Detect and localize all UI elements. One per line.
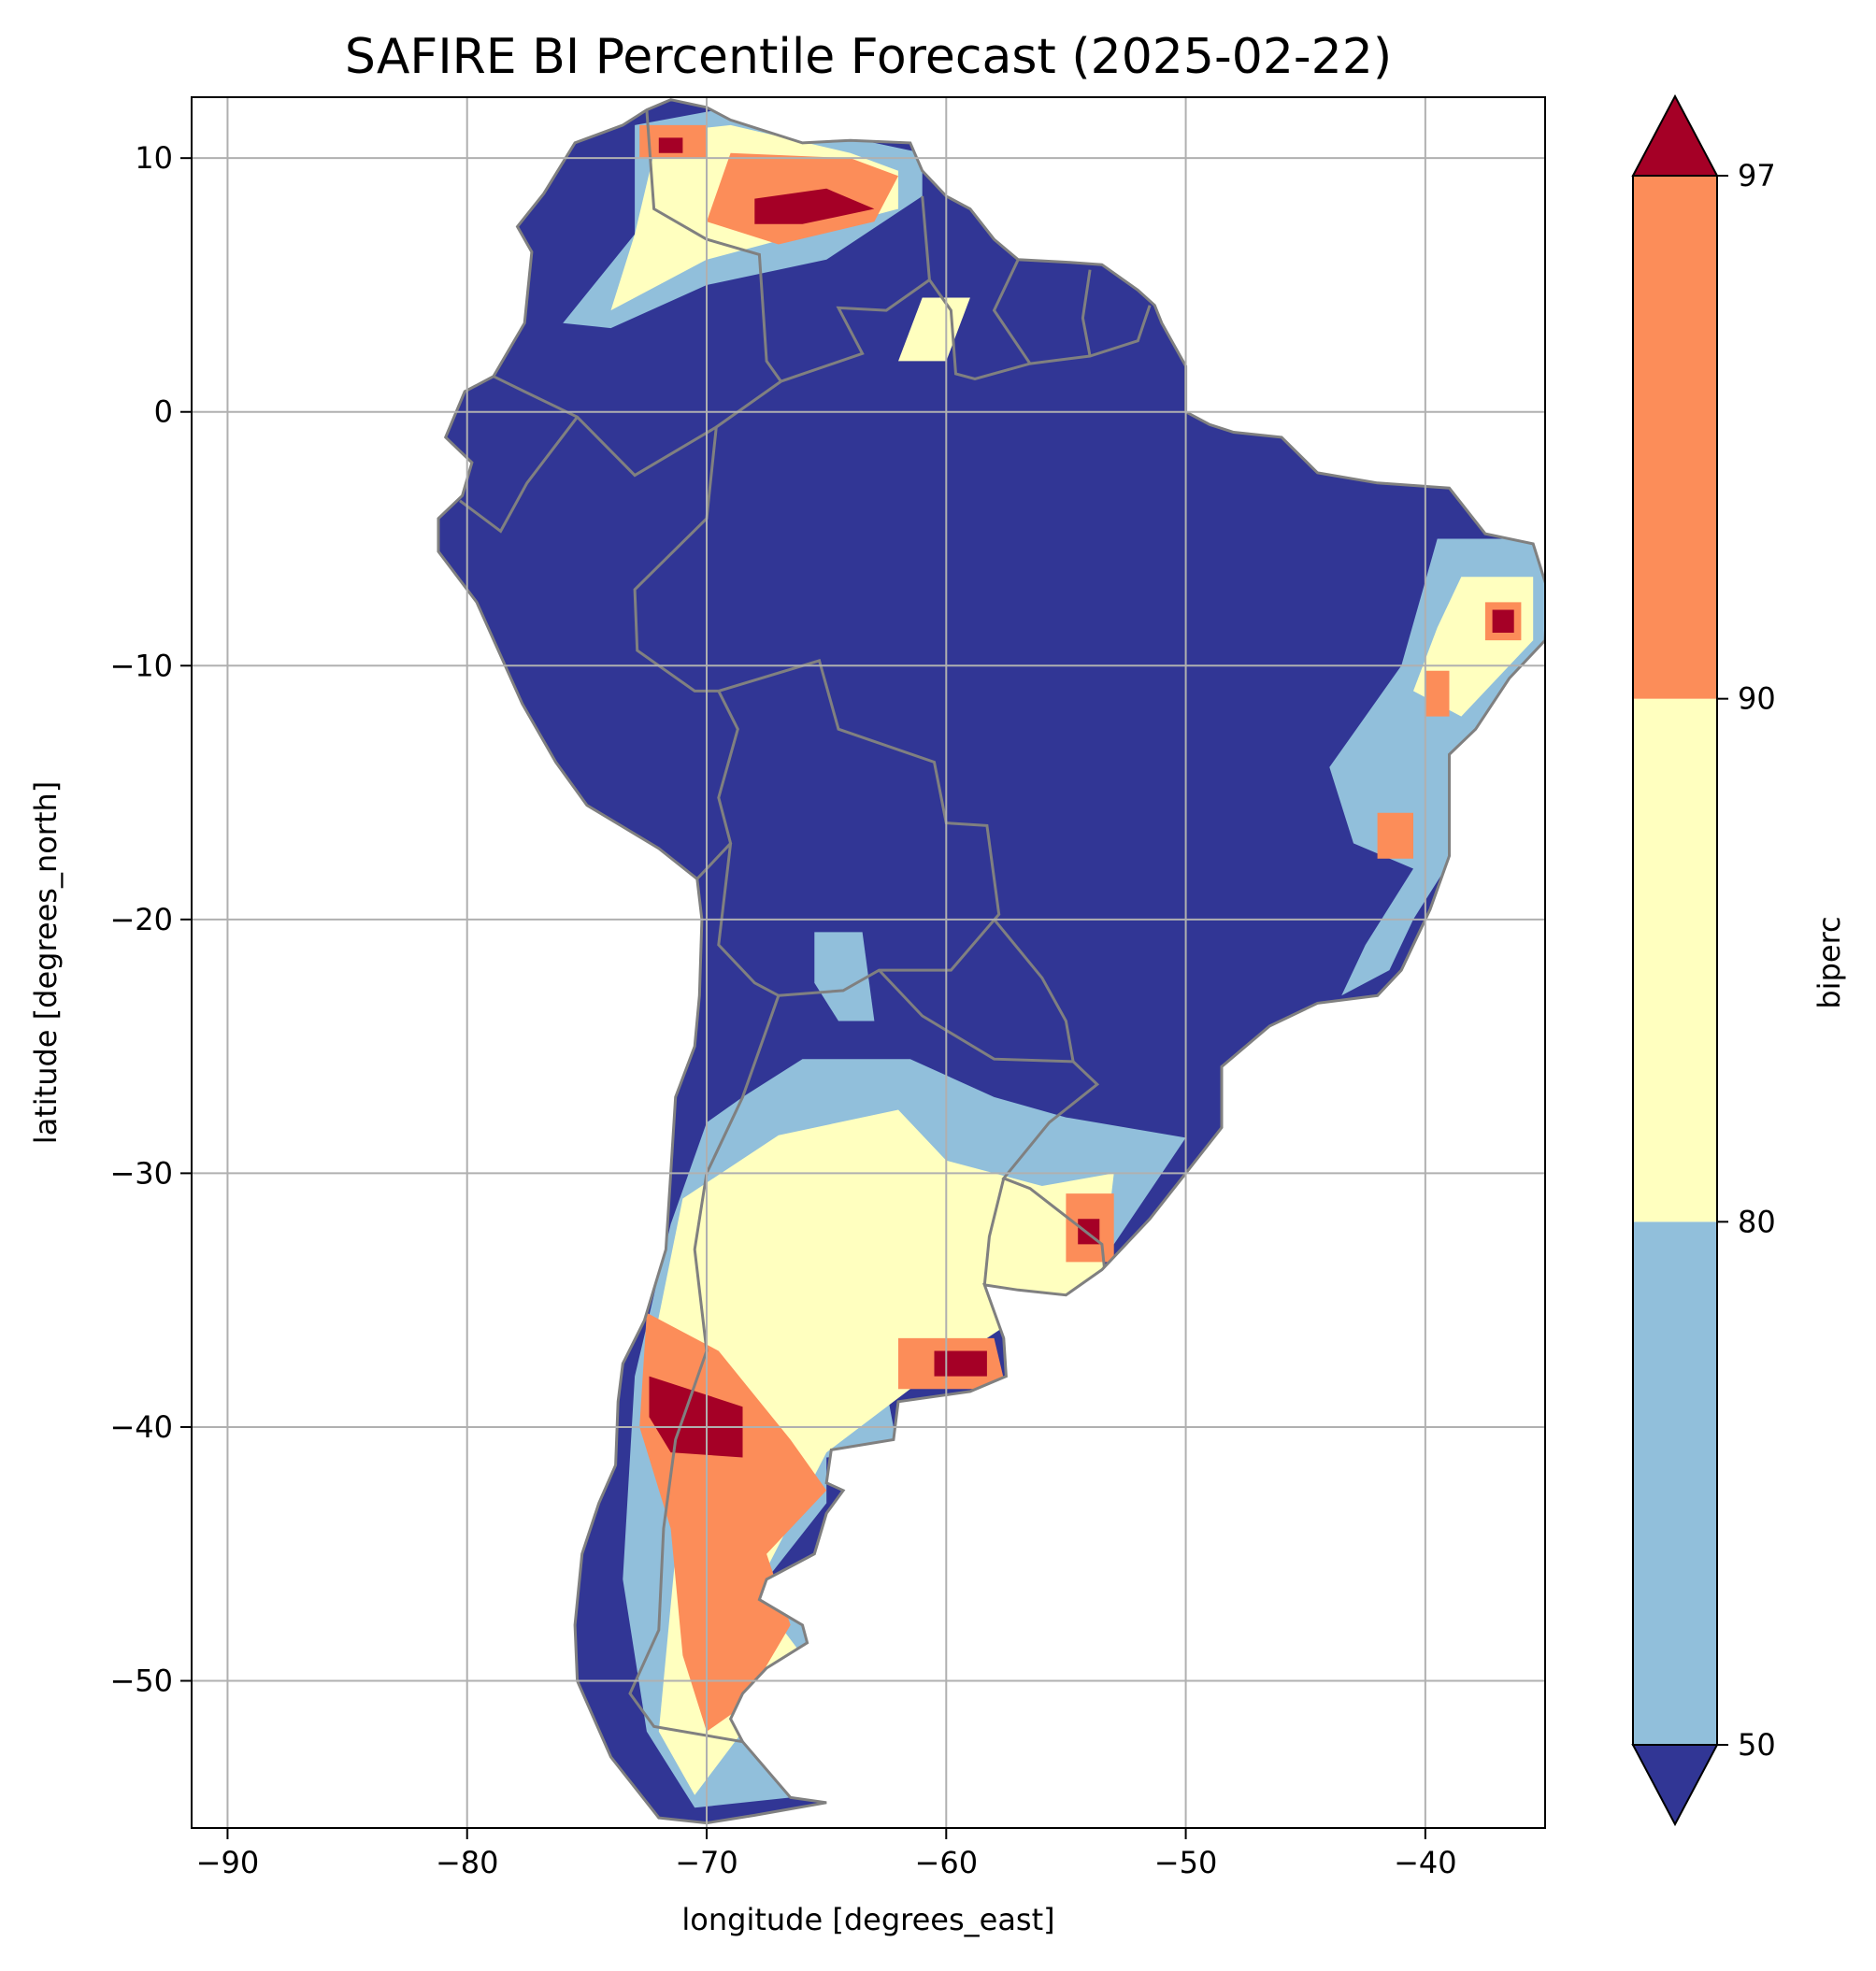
border-line (780, 279, 931, 383)
y-tick-label: −10 (109, 648, 173, 683)
colorbar-extend-top (1631, 93, 1719, 177)
colorbar-segment (1633, 698, 1717, 1222)
border-line (921, 195, 1152, 380)
border-line (878, 969, 1074, 1064)
x-tick-label: −60 (915, 1845, 979, 1880)
x-tick-label: −70 (675, 1845, 738, 1880)
x-axis-label: longitude [degrees_east] (681, 1902, 1054, 1937)
percentile-region (814, 932, 875, 1021)
y-tick-label: −20 (109, 902, 173, 937)
percentile-regions (563, 107, 1545, 1808)
x-tick-label: −40 (1394, 1845, 1457, 1880)
border-line (628, 843, 780, 1744)
y-tick-label: −40 (109, 1409, 173, 1445)
percentile-region (754, 188, 875, 224)
colorbar-segment (1633, 1221, 1717, 1745)
border-line (992, 259, 1032, 364)
colorbar-frame (1632, 175, 1718, 1746)
y-tick-label: 0 (154, 394, 173, 430)
border-line (982, 1178, 1006, 1286)
colorbar-tick-label: 50 (1738, 1727, 1776, 1763)
x-axis-ticks: −90 −80 −70 −60 −50 −40 (196, 1828, 1457, 1880)
y-tick-label: −30 (109, 1155, 173, 1191)
map-plot-area (192, 97, 1545, 1828)
y-tick-label: 10 (135, 140, 173, 176)
y-axis-ticks: 10 0 −10 −20 −30 −40 −50 (109, 140, 192, 1698)
colorbar-extend-bottom (1631, 1744, 1719, 1827)
border-line (718, 659, 1001, 997)
colorbar-tick-label: 80 (1738, 1204, 1776, 1239)
border-line (645, 109, 782, 382)
gridlines (192, 97, 1545, 1828)
colorbar-segment (1633, 176, 1717, 699)
percentile-region (934, 1350, 987, 1377)
percentile-region (1425, 670, 1450, 717)
border-line (993, 918, 1106, 1268)
y-tick-label: −50 (109, 1663, 173, 1698)
x-tick-label: −80 (436, 1845, 499, 1880)
percentile-region (658, 137, 683, 153)
colorbar-tick-label: 97 (1738, 158, 1776, 193)
country-borders (459, 109, 1152, 1744)
x-tick-label: −50 (1154, 1845, 1218, 1880)
plot-frame (191, 96, 1546, 1829)
coastline (437, 98, 1545, 1825)
border-line (459, 416, 579, 534)
percentile-region (1377, 812, 1413, 859)
percentile-region (649, 1376, 743, 1458)
x-tick-label: −90 (196, 1845, 260, 1880)
border-line (1081, 269, 1092, 357)
colorbar: 50 80 90 97 (1631, 93, 1776, 1827)
colorbar-label: biperc (1812, 916, 1847, 1008)
percentile-region (1492, 609, 1514, 633)
chart-title: SAFIRE BI Percentile Forecast (2025-02-2… (345, 29, 1392, 85)
colorbar-tick-label: 90 (1738, 681, 1776, 717)
y-axis-label: latitude [degrees_north] (28, 781, 64, 1145)
border-line (695, 690, 739, 880)
